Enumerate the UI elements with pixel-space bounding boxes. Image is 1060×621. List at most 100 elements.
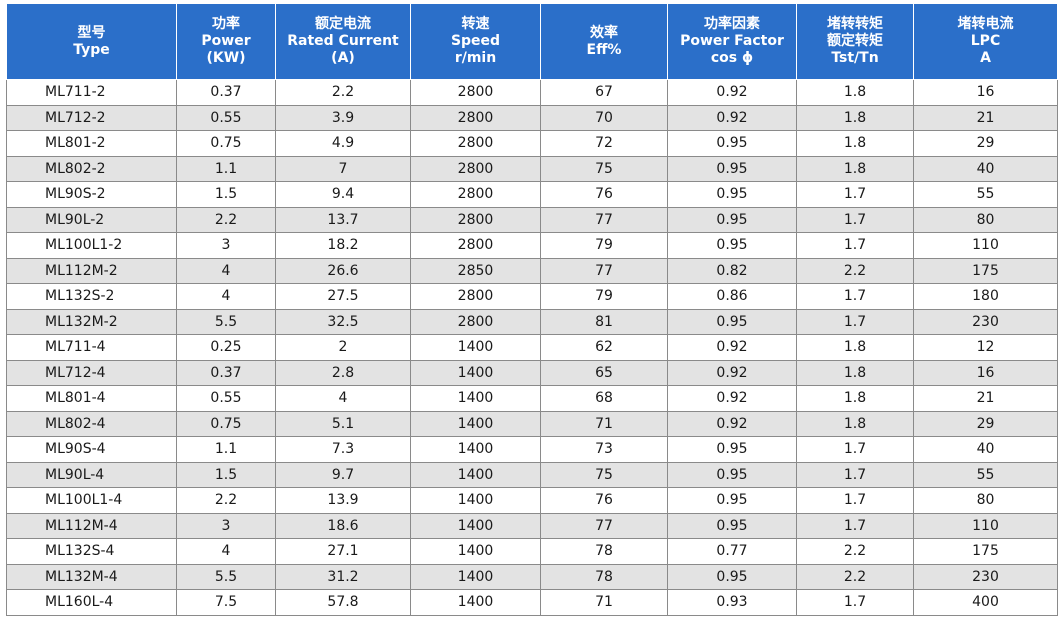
table-row: ML711-4 0.25 2 1400 62 0.92 1.8 12 bbox=[6, 334, 1058, 361]
header-type: 型号 Type bbox=[6, 3, 177, 80]
cell-efficiency: 70 bbox=[540, 104, 668, 131]
cell-torque-ratio: 1.7 bbox=[796, 589, 914, 616]
cell-torque-ratio: 1.8 bbox=[796, 130, 914, 157]
cell-rated-current: 18.6 bbox=[275, 512, 411, 539]
cell-speed: 1400 bbox=[410, 359, 541, 386]
cell-power-factor: 0.95 bbox=[667, 563, 797, 590]
cell-rated-current: 4 bbox=[275, 385, 411, 412]
cell-power-factor: 0.86 bbox=[667, 283, 797, 310]
cell-power-factor: 0.95 bbox=[667, 436, 797, 463]
cell-speed: 1400 bbox=[410, 334, 541, 361]
cell-locked-current: 12 bbox=[913, 334, 1058, 361]
header-speed: 转速 Speed r/min bbox=[410, 3, 541, 80]
cell-power: 1.5 bbox=[176, 461, 276, 488]
cell-speed: 2800 bbox=[410, 206, 541, 233]
cell-type: ML160L-4 bbox=[6, 589, 177, 616]
table-row: ML112M-4 3 18.6 1400 77 0.95 1.7 110 bbox=[6, 512, 1058, 539]
cell-speed: 1400 bbox=[410, 410, 541, 437]
header-line: Tst/Tn bbox=[831, 50, 879, 66]
cell-type: ML132M-4 bbox=[6, 563, 177, 590]
cell-power: 2.2 bbox=[176, 206, 276, 233]
cell-efficiency: 77 bbox=[540, 257, 668, 284]
cell-type: ML132S-2 bbox=[6, 283, 177, 310]
cell-rated-current: 2.2 bbox=[275, 79, 411, 106]
cell-efficiency: 77 bbox=[540, 512, 668, 539]
cell-speed: 1400 bbox=[410, 512, 541, 539]
cell-rated-current: 9.7 bbox=[275, 461, 411, 488]
cell-torque-ratio: 2.2 bbox=[796, 563, 914, 590]
cell-efficiency: 72 bbox=[540, 130, 668, 157]
cell-torque-ratio: 1.7 bbox=[796, 283, 914, 310]
header-line: (A) bbox=[331, 50, 355, 66]
cell-power-factor: 0.95 bbox=[667, 461, 797, 488]
cell-torque-ratio: 1.7 bbox=[796, 436, 914, 463]
cell-locked-current: 16 bbox=[913, 79, 1058, 106]
cell-torque-ratio: 1.8 bbox=[796, 385, 914, 412]
cell-rated-current: 27.5 bbox=[275, 283, 411, 310]
table-row: ML132S-2 4 27.5 2800 79 0.86 1.7 180 bbox=[6, 283, 1058, 310]
cell-locked-current: 175 bbox=[913, 257, 1058, 284]
cell-rated-current: 7.3 bbox=[275, 436, 411, 463]
cell-speed: 2850 bbox=[410, 257, 541, 284]
table-row: ML132M-2 5.5 32.5 2800 81 0.95 1.7 230 bbox=[6, 308, 1058, 335]
cell-speed: 2800 bbox=[410, 232, 541, 259]
cell-type: ML712-4 bbox=[6, 359, 177, 386]
cell-power-factor: 0.92 bbox=[667, 359, 797, 386]
cell-speed: 1400 bbox=[410, 538, 541, 565]
cell-torque-ratio: 1.8 bbox=[796, 79, 914, 106]
cell-rated-current: 4.9 bbox=[275, 130, 411, 157]
cell-power-factor: 0.92 bbox=[667, 334, 797, 361]
header-line: Power bbox=[201, 33, 251, 49]
cell-torque-ratio: 1.8 bbox=[796, 334, 914, 361]
cell-power: 0.55 bbox=[176, 385, 276, 412]
table-row: ML801-2 0.75 4.9 2800 72 0.95 1.8 29 bbox=[6, 130, 1058, 157]
cell-type: ML711-2 bbox=[6, 79, 177, 106]
cell-rated-current: 18.2 bbox=[275, 232, 411, 259]
cell-power-factor: 0.95 bbox=[667, 512, 797, 539]
cell-locked-current: 55 bbox=[913, 461, 1058, 488]
header-line: r/min bbox=[454, 50, 497, 66]
cell-locked-current: 175 bbox=[913, 538, 1058, 565]
table-row: ML801-4 0.55 4 1400 68 0.92 1.8 21 bbox=[6, 385, 1058, 412]
cell-locked-current: 21 bbox=[913, 385, 1058, 412]
cell-efficiency: 78 bbox=[540, 538, 668, 565]
cell-locked-current: 16 bbox=[913, 359, 1058, 386]
cell-torque-ratio: 1.7 bbox=[796, 461, 914, 488]
cell-efficiency: 81 bbox=[540, 308, 668, 335]
header-line: 效率 bbox=[590, 24, 618, 41]
table-row: ML711-2 0.37 2.2 2800 67 0.92 1.8 16 bbox=[6, 79, 1058, 106]
cell-torque-ratio: 2.2 bbox=[796, 257, 914, 284]
cell-speed: 2800 bbox=[410, 308, 541, 335]
cell-type: ML90L-2 bbox=[6, 206, 177, 233]
header-line: 功率 bbox=[212, 16, 240, 32]
table-row: ML712-4 0.37 2.8 1400 65 0.92 1.8 16 bbox=[6, 359, 1058, 386]
cell-torque-ratio: 1.7 bbox=[796, 232, 914, 259]
cell-efficiency: 79 bbox=[540, 283, 668, 310]
cell-torque-ratio: 1.7 bbox=[796, 487, 914, 514]
header-line: 型号 bbox=[77, 24, 106, 41]
cell-power: 0.25 bbox=[176, 334, 276, 361]
cell-rated-current: 3.9 bbox=[275, 104, 411, 131]
cell-efficiency: 68 bbox=[540, 385, 668, 412]
cell-rated-current: 13.9 bbox=[275, 487, 411, 514]
cell-locked-current: 40 bbox=[913, 155, 1058, 182]
header-line: 堵转转矩 bbox=[827, 16, 883, 32]
cell-power: 7.5 bbox=[176, 589, 276, 616]
table-row: ML100L1-2 3 18.2 2800 79 0.95 1.7 110 bbox=[6, 232, 1058, 259]
cell-torque-ratio: 1.7 bbox=[796, 206, 914, 233]
cell-speed: 2800 bbox=[410, 130, 541, 157]
cell-power: 0.75 bbox=[176, 130, 276, 157]
cell-rated-current: 2.8 bbox=[275, 359, 411, 386]
cell-power-factor: 0.92 bbox=[667, 385, 797, 412]
cell-locked-current: 400 bbox=[913, 589, 1058, 616]
cell-type: ML802-4 bbox=[6, 410, 177, 437]
table-header-row: 型号 Type 功率 Power (KW) 额定电流 Rated Current (A) 转速 S… bbox=[6, 3, 1058, 80]
cell-locked-current: 55 bbox=[913, 181, 1058, 208]
header-line: cos ϕ bbox=[710, 50, 754, 66]
cell-efficiency: 71 bbox=[540, 589, 668, 616]
cell-locked-current: 180 bbox=[913, 283, 1058, 310]
cell-speed: 1400 bbox=[410, 589, 541, 616]
header-power: 功率 Power (KW) bbox=[176, 3, 276, 80]
cell-power-factor: 0.95 bbox=[667, 155, 797, 182]
cell-power: 4 bbox=[176, 257, 276, 284]
